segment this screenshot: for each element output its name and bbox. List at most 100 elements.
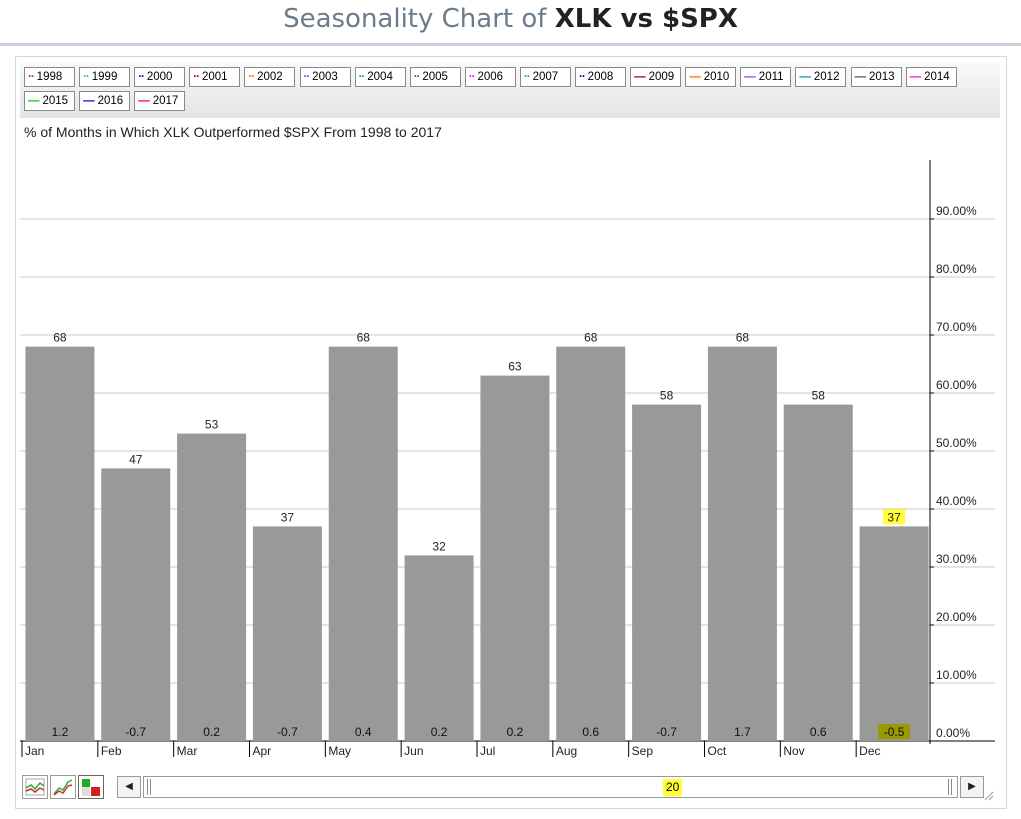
legend-swatch-icon: — bbox=[744, 71, 756, 83]
bar-value-label: 58 bbox=[812, 389, 826, 403]
resize-grip-icon[interactable] bbox=[984, 791, 994, 801]
scroll-right-button[interactable]: ▶ bbox=[960, 776, 984, 798]
legend-label: 2001 bbox=[201, 71, 228, 83]
x-tick-label: Mar bbox=[177, 744, 198, 758]
x-tick-label: Jan bbox=[25, 744, 44, 758]
bar-sep[interactable] bbox=[632, 404, 702, 741]
avg-label-highlight bbox=[878, 724, 911, 739]
y-tick-label: 80.00% bbox=[936, 262, 977, 276]
legend-item-2012[interactable]: —2012 bbox=[795, 67, 847, 87]
bar-oct[interactable] bbox=[707, 346, 777, 741]
x-tick-label: Oct bbox=[708, 744, 727, 758]
legend-item-2002[interactable]: ·· 2002 bbox=[244, 67, 296, 87]
bar-avg-return-label: 0.2 bbox=[203, 725, 220, 739]
legend-item-2014[interactable]: —2014 bbox=[905, 67, 957, 87]
bar-chart-mode-icon[interactable] bbox=[78, 775, 104, 799]
x-tick-label: Dec bbox=[859, 744, 880, 758]
bar-dec[interactable] bbox=[859, 526, 929, 741]
legend-label: 2007 bbox=[532, 71, 559, 83]
legend-swatch-icon: ·· bbox=[358, 71, 366, 83]
x-tick-label: Jun bbox=[404, 744, 423, 758]
title-symbols: XLK vs $SPX bbox=[554, 4, 738, 34]
bar-jun[interactable] bbox=[404, 555, 474, 741]
legend-item-1998[interactable]: ·· 1998 bbox=[24, 67, 75, 87]
legend-swatch-icon: — bbox=[799, 71, 811, 83]
legend-item-2011[interactable]: —2011 bbox=[740, 67, 792, 87]
bar-value-label: 63 bbox=[508, 360, 522, 374]
bar-aug[interactable] bbox=[556, 346, 626, 741]
bar-nov[interactable] bbox=[783, 404, 853, 741]
scroll-handle-left[interactable] bbox=[147, 779, 151, 795]
legend-item-2017[interactable]: —2017 bbox=[134, 91, 186, 111]
legend-item-2015[interactable]: —2015 bbox=[24, 91, 75, 111]
bar-jan[interactable] bbox=[25, 346, 95, 741]
legend-item-2005[interactable]: ·· 2005 bbox=[409, 67, 461, 87]
legend-label: 2011 bbox=[758, 71, 784, 83]
legend-swatch-icon: ·· bbox=[138, 71, 145, 83]
y-tick-label: 0.00% bbox=[936, 726, 970, 740]
legend-item-1999[interactable]: ·· 1999 bbox=[79, 67, 131, 87]
legend-item-2004[interactable]: ·· 2004 bbox=[354, 67, 406, 87]
legend-item-2006[interactable]: ·· 2006 bbox=[464, 67, 516, 87]
legend-swatch-icon: ·· bbox=[579, 71, 586, 83]
legend-item-2003[interactable]: ·· 2003 bbox=[299, 67, 351, 87]
legend-item-2000[interactable]: ·· 2000 bbox=[134, 67, 186, 87]
legend-item-2013[interactable]: —2013 bbox=[850, 67, 902, 87]
bar-value-label: 32 bbox=[432, 539, 446, 553]
y-tick-label: 70.00% bbox=[936, 320, 977, 334]
legend-swatch-icon: — bbox=[854, 71, 867, 83]
legend-label: 2008 bbox=[587, 71, 614, 83]
legend-label: 2000 bbox=[146, 71, 173, 83]
legend-item-2010[interactable]: —2010 bbox=[685, 67, 737, 87]
x-tick-label: Aug bbox=[556, 744, 577, 758]
legend-swatch-icon: ·· bbox=[523, 71, 531, 83]
chart-controls: ◀ 20 ▶ bbox=[20, 771, 1000, 805]
year-count-value: 20 bbox=[663, 779, 683, 796]
y-tick-label: 20.00% bbox=[936, 610, 977, 624]
legend-item-2009[interactable]: —2009 bbox=[630, 67, 682, 87]
legend-label: 2005 bbox=[422, 71, 448, 83]
legend-swatch-icon: ·· bbox=[193, 71, 200, 83]
bar-avg-return-label: -0.7 bbox=[277, 725, 298, 739]
bar-value-label: 37 bbox=[887, 510, 901, 524]
bar-value-label: 68 bbox=[736, 331, 750, 345]
legend-swatch-icon: — bbox=[83, 95, 95, 107]
scroll-handle-right[interactable] bbox=[948, 779, 952, 795]
y-tick-label: 60.00% bbox=[936, 378, 977, 392]
bar-value-label: 53 bbox=[205, 418, 219, 432]
legend-label: 2009 bbox=[648, 71, 675, 83]
bar-mar[interactable] bbox=[177, 433, 247, 741]
legend-label: 2006 bbox=[477, 71, 504, 83]
bar-feb[interactable] bbox=[101, 468, 171, 741]
legend-item-2016[interactable]: —2016 bbox=[79, 91, 131, 111]
legend-swatch-icon: ·· bbox=[83, 71, 90, 83]
bar-jul[interactable] bbox=[480, 375, 550, 741]
performance-chart-mode-icon[interactable] bbox=[50, 775, 76, 799]
bar-apr[interactable] bbox=[252, 526, 322, 741]
legend-swatch-icon: — bbox=[689, 71, 701, 83]
bar-avg-return-label: 0.6 bbox=[810, 725, 827, 739]
chart-subtitle: % of Months in Which XLK Outperformed $S… bbox=[24, 124, 442, 140]
x-tick-label: Nov bbox=[783, 744, 804, 758]
x-tick-label: May bbox=[328, 744, 351, 758]
y-tick-label: 30.00% bbox=[936, 552, 977, 566]
value-label-highlight bbox=[883, 509, 906, 525]
bar-may[interactable] bbox=[328, 346, 398, 741]
legend-swatch-icon: — bbox=[138, 95, 150, 107]
year-range-scrollbar[interactable]: 20 bbox=[143, 776, 958, 798]
legend-item-2001[interactable]: ·· 2001 bbox=[189, 67, 241, 87]
y-tick-label: 50.00% bbox=[936, 436, 977, 450]
legend-swatch-icon: ·· bbox=[28, 71, 35, 83]
legend-swatch-icon: ·· bbox=[248, 71, 255, 83]
legend-item-2007[interactable]: ·· 2007 bbox=[519, 67, 571, 87]
bar-avg-return-label: 1.2 bbox=[52, 725, 69, 739]
line-chart-mode-icon[interactable] bbox=[22, 775, 48, 799]
scroll-left-button[interactable]: ◀ bbox=[117, 776, 141, 798]
bar-avg-return-label: -0.7 bbox=[656, 725, 677, 739]
bar-avg-return-label: 0.2 bbox=[431, 725, 448, 739]
legend-label: 2003 bbox=[312, 71, 338, 83]
bar-avg-return-label: 0.2 bbox=[507, 725, 524, 739]
bar-value-label: 68 bbox=[584, 331, 598, 345]
bar-value-label: 68 bbox=[357, 331, 371, 345]
legend-item-2008[interactable]: ·· 2008 bbox=[575, 67, 626, 87]
